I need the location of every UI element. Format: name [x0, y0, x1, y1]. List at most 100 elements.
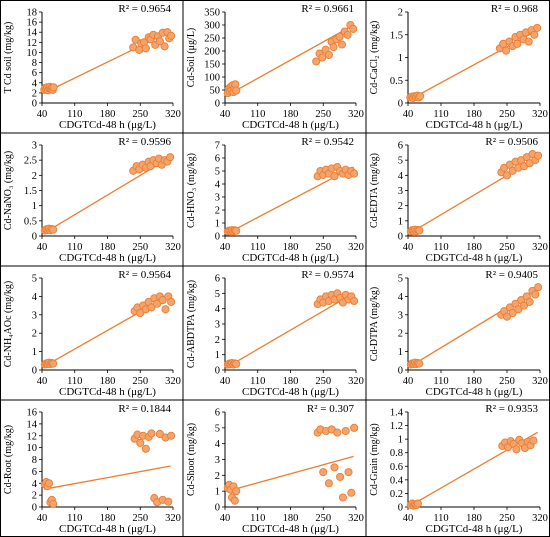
data-point	[534, 283, 543, 292]
x-tick-label: 40	[403, 242, 414, 253]
y-tick-label: 0	[398, 366, 403, 377]
y-axis-label: Cd-HNO₃ (mg/kg)	[186, 153, 197, 228]
y-tick-label: 0	[215, 99, 220, 110]
data-point	[160, 42, 169, 51]
x-tick-label: 40	[220, 376, 231, 387]
x-tick-label: 320	[348, 109, 364, 120]
panel-3: 0 0.5 1 1.5 2 40 110 180 250 320 CDGTCd-48 h (μg/L…	[369, 3, 548, 131]
panel-5: 0 1 2 3 4 5 6 7 40 110 180 250 320 CDGTCd-48 h (μg/L)…	[186, 136, 364, 264]
y-tick-label: 0	[32, 99, 37, 110]
data-point	[350, 296, 359, 306]
x-tick-label: 40	[37, 376, 48, 387]
data-point	[158, 296, 167, 305]
data-point	[161, 305, 170, 314]
x-tick-label: 180	[283, 109, 299, 120]
x-axis-label: CDGTCd-48 h (μg/L)	[426, 386, 523, 398]
data-point	[525, 297, 534, 306]
x-tick-label: 250	[499, 376, 515, 387]
panel-2: 0 50 100 150 200 250 300 350 40 110 180 250 320 CDGTC…	[186, 3, 364, 131]
x-tick-label: 180	[466, 513, 482, 524]
x-tick-label: 110	[250, 242, 265, 253]
data-point	[141, 444, 150, 453]
x-tick-label: 110	[433, 242, 448, 253]
data-point	[508, 308, 517, 318]
y-tick-label: 1	[398, 435, 403, 446]
y-axis-label: Cd-ABDTPA (mg/kg)	[186, 280, 197, 368]
data-point	[49, 83, 58, 92]
y-tick-label: 10	[27, 48, 38, 59]
x-tick-label: 320	[348, 376, 364, 387]
y-tick-label: 300	[204, 21, 220, 32]
data-point	[232, 487, 241, 496]
y-tick-label: 5	[398, 274, 403, 285]
y-tick-label: 3	[32, 141, 37, 152]
data-point	[135, 45, 144, 54]
data-point	[141, 44, 150, 53]
y-tick-label: 1	[398, 347, 403, 358]
data-point	[164, 497, 173, 506]
panel-6: 0 1 2 3 4 5 6 40 110 180 250 320 CDGTCd-48 h (μg/L) C…	[369, 136, 548, 264]
data-point	[232, 86, 241, 95]
x-tick-label: 110	[433, 109, 448, 120]
x-tick-label: 320	[532, 376, 548, 387]
y-tick-label: 16	[27, 18, 38, 29]
y-tick-label: 14	[27, 419, 38, 430]
y-tick-label: 12	[27, 431, 38, 442]
x-tick-label: 40	[403, 513, 414, 524]
y-tick-label: 2	[32, 329, 37, 340]
y-tick-label: 50	[210, 86, 221, 97]
data-point	[534, 151, 543, 160]
x-tick-label: 250	[499, 242, 515, 253]
data-point	[502, 171, 512, 180]
y-tick-label: 2	[32, 491, 37, 502]
x-axis-label: CDGTCd-48 h (μg/L)	[242, 386, 339, 398]
data-point	[155, 37, 164, 46]
data-point	[324, 479, 333, 488]
y-tick-label: 2	[32, 171, 37, 182]
y-tick-label: 0	[398, 99, 403, 110]
x-tick-label: 320	[532, 513, 548, 524]
x-tick-label: 250	[315, 242, 331, 253]
data-point	[147, 429, 156, 438]
x-tick-label: 250	[132, 376, 148, 387]
x-tick-label: 180	[283, 376, 299, 387]
y-tick-label: 0	[32, 503, 37, 514]
r-squared-label: R² = 0.9564	[118, 269, 171, 281]
y-axis-label: Cd-Grain (mg/kg)	[369, 423, 380, 496]
x-tick-label: 110	[250, 376, 265, 387]
y-tick-label: 6	[32, 68, 37, 79]
y-axis-label: Cd-DTPA (mg/kg)	[369, 287, 380, 361]
data-point	[330, 463, 339, 472]
y-tick-label: 6	[215, 154, 220, 165]
r-squared-label: R² = 0.307	[307, 403, 355, 415]
y-tick-label: 6	[32, 467, 37, 478]
y-tick-label: 0	[215, 366, 220, 377]
data-point	[232, 226, 241, 235]
y-tick-label: 0	[398, 232, 403, 243]
y-tick-label: 7	[215, 141, 220, 152]
y-tick-label: 2	[32, 88, 37, 99]
data-point	[166, 153, 175, 162]
data-point	[232, 359, 241, 368]
data-point	[49, 499, 58, 509]
x-axis-label: CDGTCd-48 h (μg/L)	[59, 252, 156, 264]
y-tick-label: 350	[204, 8, 220, 19]
y-tick-label: 16	[27, 408, 38, 419]
data-point	[335, 32, 344, 41]
data-point	[336, 472, 345, 481]
y-tick-label: 0.8	[390, 448, 403, 459]
r-squared-label: R² = 0.9574	[301, 269, 354, 281]
data-point	[324, 50, 333, 59]
panel-8: 0 1 2 3 4 5 6 40 110 180 250 320 CDGTCd-48 h (μg/L) C…	[186, 269, 364, 398]
data-point	[49, 225, 58, 234]
data-point	[155, 429, 164, 439]
y-tick-label: 0.5	[24, 216, 37, 227]
y-tick-label: 0.2	[390, 489, 403, 500]
y-tick-label: 3	[32, 310, 37, 321]
data-point	[513, 39, 522, 48]
r-squared-label: R² = 0.968	[491, 3, 539, 15]
x-axis-label: CDGTCd-48 h (μg/L)	[426, 523, 523, 535]
panel-12: 0 0.2 0.4 0.6 0.8 1 1.2 1.4 40 110 180 250 320 CDGTCd…	[369, 403, 548, 535]
